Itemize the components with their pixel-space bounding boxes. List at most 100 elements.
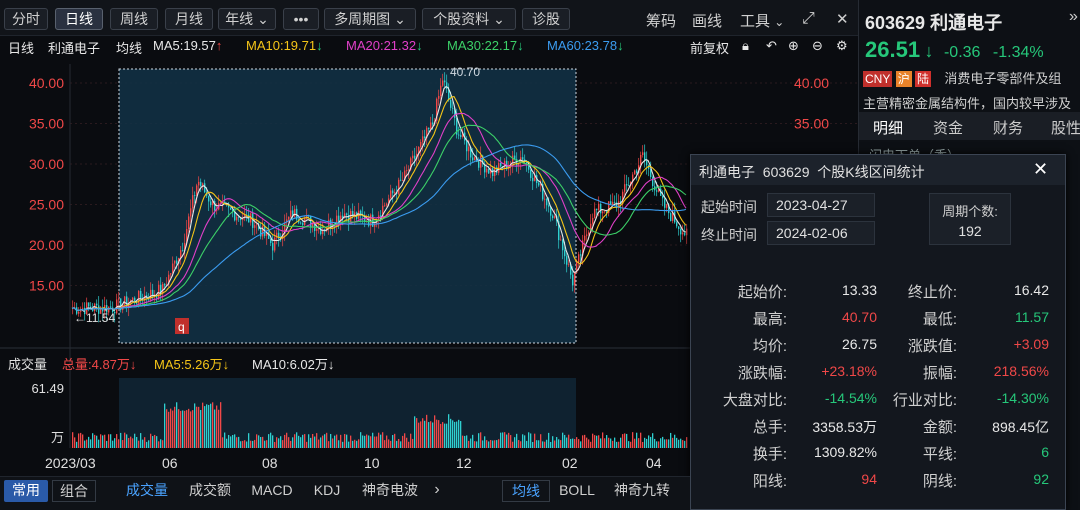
peak-price-label: 40.70 — [450, 65, 480, 79]
ind-ma[interactable]: 均线 — [502, 480, 550, 502]
candle-body — [422, 136, 424, 142]
more-button[interactable]: ••• — [283, 8, 319, 30]
draw-button[interactable]: 画线 — [692, 13, 723, 30]
candle-body — [684, 232, 686, 236]
volume-bar — [520, 441, 522, 448]
ma-label[interactable]: 均线 — [116, 41, 143, 56]
chevron-right-icon[interactable]: › — [434, 481, 440, 498]
ind-magic-wave[interactable]: 神奇电波 — [362, 482, 418, 498]
close-icon[interactable]: ✕ — [836, 11, 849, 28]
candle-body — [410, 158, 412, 170]
volume-bar — [560, 440, 562, 448]
ind-magic-nine[interactable]: 神奇九转 — [614, 482, 670, 498]
candle-body — [656, 190, 658, 192]
kline-chart[interactable]: 40.00 35.00 30.00 25.00 20.00 15.00 40.00 35.00… — [0, 56, 858, 480]
volume-bar — [506, 434, 508, 448]
volume-bar — [180, 410, 182, 448]
ind-turnover[interactable]: 成交额 — [189, 482, 231, 498]
adjust-mode-label[interactable]: 前复权 — [690, 41, 730, 56]
volume-bar — [260, 437, 262, 448]
tab-weekly[interactable]: 周线 — [110, 8, 158, 30]
diagnose-button[interactable]: 诊股 — [522, 8, 570, 30]
sector-label[interactable]: 消费电子零部件及组 — [944, 71, 1062, 86]
volume-bar — [120, 432, 122, 448]
volume-bar — [424, 420, 426, 448]
tools-dropdown[interactable]: 工具 ⌄ — [740, 10, 784, 31]
candle-body — [262, 225, 264, 237]
ma20-line — [71, 112, 687, 311]
volume-bar — [456, 421, 458, 448]
y-tick-label-right: 40.00 — [794, 75, 829, 91]
candle-body — [390, 190, 392, 199]
volume-bar — [626, 433, 628, 448]
candle-body — [442, 80, 444, 86]
volume-bar — [350, 435, 352, 448]
chevron-down-icon: ⌄ — [257, 11, 269, 27]
candle-body — [586, 234, 588, 236]
undo-icon[interactable]: ↶ — [766, 38, 777, 53]
tab-common[interactable]: 常用 — [4, 480, 48, 502]
candle-body — [632, 174, 634, 182]
candle-body — [582, 240, 584, 256]
double-chevron-right-icon[interactable]: » — [1069, 8, 1078, 25]
volume-legend-item: 总量:4.87万↓ — [62, 357, 136, 372]
candle-body — [466, 140, 468, 152]
volume-bar — [440, 423, 442, 448]
tab-combo[interactable]: 组合 — [52, 480, 96, 502]
candle-body — [82, 307, 84, 309]
volume-bar — [522, 434, 524, 448]
volume-bar — [306, 441, 308, 448]
chips-button[interactable]: 筹码 — [646, 13, 677, 30]
lock-icon[interactable]: 🔒︎ — [742, 38, 749, 53]
candle-body — [624, 184, 626, 192]
close-icon[interactable]: ✕ — [1033, 159, 1049, 179]
volume-bar — [532, 441, 534, 448]
multi-period-dropdown[interactable]: 多周期图 ⌄ — [324, 8, 416, 30]
zoom-out-icon[interactable]: ⊖ — [812, 38, 823, 53]
candle-body — [414, 155, 416, 159]
tab-stock-character[interactable]: 股性 — [1051, 120, 1080, 137]
volume-bar — [538, 440, 540, 448]
ind-boll[interactable]: BOLL — [559, 482, 595, 498]
volume-bar — [446, 423, 448, 448]
volume-bar — [650, 436, 652, 448]
candle-body — [236, 216, 238, 221]
volume-bar — [662, 436, 664, 448]
gear-icon[interactable]: ⚙ — [836, 38, 848, 53]
candle-body — [348, 214, 350, 222]
start-time-input[interactable]: 2023-04-27 — [767, 193, 875, 217]
volume-unit: 万 — [51, 430, 64, 445]
tab-finance[interactable]: 财务 — [993, 120, 1024, 137]
candle-body — [142, 298, 144, 301]
candle-body — [132, 297, 134, 301]
selected-range-box[interactable] — [118, 68, 577, 344]
start-time-label: 起始时间 — [701, 199, 757, 215]
candle-body — [180, 250, 182, 258]
ind-macd[interactable]: MACD — [251, 482, 293, 498]
ind-volume[interactable]: 成交量 — [126, 482, 168, 498]
expand-icon[interactable]: ⤢ — [802, 10, 815, 27]
volume-bar — [76, 441, 78, 448]
volume-bar — [182, 410, 184, 448]
stat-value: 11.57 — [1015, 309, 1049, 325]
tab-monthly[interactable]: 月线 — [165, 8, 213, 30]
year-dropdown[interactable]: 年线 ⌄ — [218, 8, 276, 30]
tab-intraday[interactable]: 分时 — [4, 8, 48, 30]
end-time-input[interactable]: 2024-02-06 — [767, 221, 875, 245]
ind-kdj[interactable]: KDJ — [313, 482, 341, 498]
candle-body — [244, 214, 246, 219]
volume-bar — [586, 437, 588, 448]
volume-bar — [608, 437, 610, 448]
stock-profile-dropdown[interactable]: 个股资料 ⌄ — [422, 8, 516, 30]
tab-detail[interactable]: 明细 — [873, 120, 904, 137]
volume-bar — [528, 432, 530, 448]
tab-daily[interactable]: 日线 — [55, 8, 103, 30]
y-tick-label: 15.00 — [29, 278, 64, 294]
tab-funds[interactable]: 资金 — [933, 120, 964, 137]
candle-body — [662, 195, 664, 199]
volume-bar — [418, 422, 420, 448]
candle-body — [546, 198, 548, 206]
candle-body — [538, 182, 540, 186]
x-tick-label: 02 — [562, 455, 578, 471]
zoom-in-icon[interactable]: ⊕ — [788, 38, 799, 53]
